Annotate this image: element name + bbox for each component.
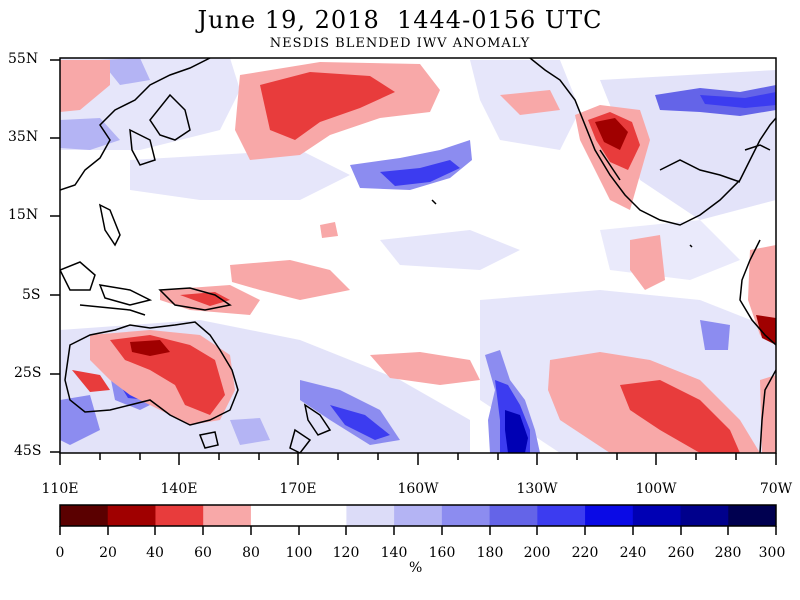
colorbar-segment [107,505,156,526]
colorbar-segment [537,505,586,526]
colorbar-tick-label: 80 [242,545,260,561]
coastlines [60,58,776,453]
lat-label: 15N [8,207,39,223]
colorbar-tick-label: 220 [571,545,599,561]
colorbar-tick-label: 60 [194,545,212,561]
colorbar-segment [441,505,491,526]
lon-label: 170E [279,481,317,497]
colorbar-tick-label: 200 [523,545,551,561]
lon-label: 140E [160,481,198,497]
colorbar-ticks [59,526,777,535]
lat-label: 35N [8,129,39,145]
colorbar-tick-label: 300 [758,545,786,561]
colorbar-segment [250,505,300,526]
lon-label: 70W [759,481,793,497]
lat-label: 45S [14,443,42,459]
colorbar-tick-label: 240 [619,545,647,561]
lon-label: 100W [635,481,677,497]
colorbar-segment [728,505,777,526]
colorbar-segment [298,505,347,526]
colorbar-segment [632,505,682,526]
colorbar-tick-label: 120 [332,545,360,561]
colorbar-tick-label: 20 [99,545,117,561]
lat-label: 5S [22,287,41,303]
lon-label: 110E [41,481,79,497]
colorbar-segment [489,505,538,526]
colorbar-tick-label: 40 [146,545,164,561]
lat-label: 55N [8,51,39,67]
colorbar-unit: % [409,560,423,576]
map-title: June 19, 2018 1444-0156 UTC [197,6,603,34]
colorbar-tick-label: 0 [55,545,65,561]
colorbar-tick-label: 280 [714,545,742,561]
colorbar-segment [680,505,729,526]
colorbar-segment [60,505,109,526]
colorbar-segment [203,505,252,526]
colorbar [60,505,777,526]
colorbar-segment [585,505,634,526]
lon-label: 130W [516,481,558,497]
colorbar-segment [394,505,443,526]
colorbar-segment [155,505,204,526]
colorbar-tick-label: 160 [428,545,456,561]
colorbar-tick-label: 260 [667,545,695,561]
lat-label: 25S [14,365,42,381]
colorbar-tick-label: 100 [285,545,313,561]
map-subtitle: NESDIS BLENDED IWV ANOMALY [269,36,531,51]
colorbar-frame [59,504,777,527]
colorbar-tick-label: 180 [476,545,504,561]
lat-ticks [50,59,60,453]
colorbar-segment [346,505,395,526]
lon-ticks [59,453,777,465]
anomaly-field [60,58,776,453]
lon-label: 160W [397,481,439,497]
colorbar-tick-label: 140 [380,545,408,561]
